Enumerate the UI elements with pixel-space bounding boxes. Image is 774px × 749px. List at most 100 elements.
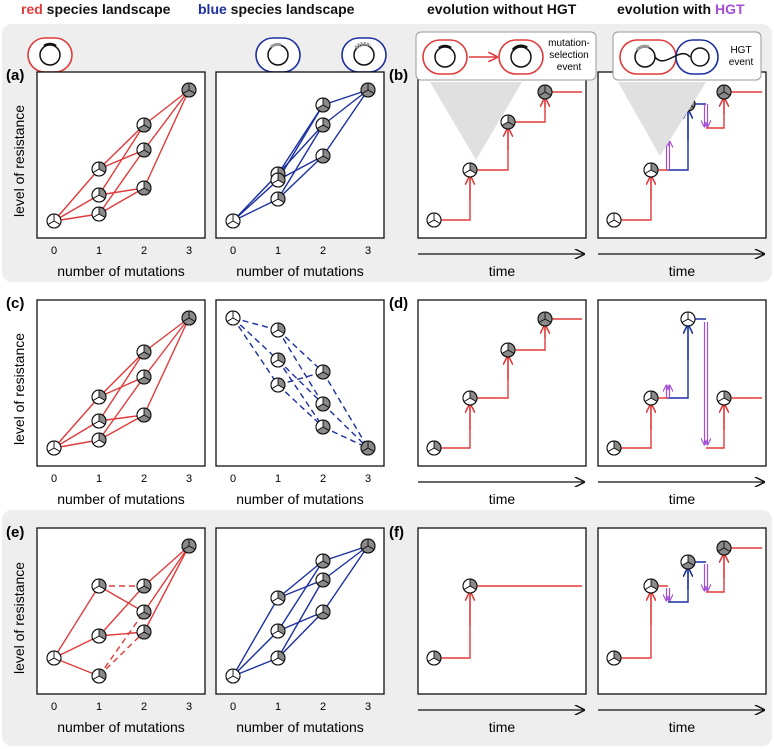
genotype-pie-icon [181, 538, 197, 554]
time-label: time [669, 719, 696, 735]
landscape-edge [98, 631, 145, 677]
landscape-edge [98, 585, 145, 613]
landscape-edge [322, 89, 369, 126]
x-tick-label: 1 [275, 245, 281, 257]
landscape-edge [53, 635, 100, 659]
label-a: (a) [6, 67, 24, 84]
label-d: (d) [389, 295, 408, 312]
genotype-pie-icon [181, 82, 197, 98]
genotype-pie-icon [426, 212, 442, 228]
genotype-pie-icon [91, 206, 107, 222]
landscape-edge [322, 89, 369, 157]
genotype-pie-icon [136, 180, 152, 196]
genotype-pie-icon [136, 369, 152, 385]
svg-text:mutation-: mutation- [548, 38, 590, 49]
landscape-edge [53, 213, 100, 222]
landscape-edge [322, 426, 369, 449]
genotype-pie-icon [680, 554, 696, 570]
header-without-hgt: evolution without HGT [427, 1, 577, 17]
svg-text:event: event [729, 57, 754, 68]
landscape-edge [98, 585, 145, 637]
landscape-edge [143, 545, 190, 613]
ylabel-row1: level of resistance [11, 105, 27, 217]
x-tick-label: 3 [186, 701, 192, 713]
genotype-pie-icon [315, 572, 331, 588]
landscape-edge [277, 579, 324, 659]
genotype-pie-icon [46, 440, 62, 456]
landscape-edge [277, 124, 324, 175]
landscape-edge [53, 657, 100, 677]
landscape-edge [98, 376, 145, 441]
genotype-pie-icon [91, 668, 107, 684]
genotype-pie-icon [225, 213, 241, 229]
x-tick-label: 3 [186, 473, 192, 485]
landscape-edge [322, 403, 369, 449]
landscape-edge [143, 317, 190, 378]
panel-frame [417, 527, 587, 695]
landscape-edge [53, 420, 100, 449]
genotype-pie-icon [606, 212, 622, 228]
landscape-edge [143, 317, 190, 416]
landscape-edge [277, 611, 324, 659]
landscape-edge [277, 359, 324, 428]
landscape-edge [277, 155, 324, 181]
genotype-pie-icon [136, 578, 152, 594]
landscape-edge [53, 168, 100, 222]
landscape-edge [277, 359, 324, 405]
x-tick-label: 2 [141, 473, 147, 485]
genotype-pie-icon [315, 97, 331, 113]
landscape-edge [277, 124, 324, 200]
x-axis-label: number of mutations [57, 491, 185, 507]
x-tick-label: 2 [141, 701, 147, 713]
genotype-pie-icon [91, 578, 107, 594]
landscape-edge [53, 585, 100, 659]
header-red-landscape: red species landscape [21, 1, 171, 17]
hgt-double-arrow-icon [705, 104, 708, 126]
genotype-pie-icon [315, 419, 331, 435]
genotype-pie-icon [716, 540, 732, 556]
genotype-pie-icon [136, 117, 152, 133]
genotype-pie-icon [270, 191, 286, 207]
genotype-pie-icon [537, 84, 553, 100]
blue-plasmid-cell-icon [255, 37, 301, 73]
landscape-edge [143, 317, 190, 353]
genotype-pie-icon [270, 377, 286, 393]
landscape-edge [232, 630, 279, 677]
genotype-pie-icon [716, 390, 732, 406]
landscape-edge [232, 657, 279, 677]
landscape-edge [277, 104, 324, 181]
landscape-edge [98, 414, 145, 441]
genotype-pie-icon [46, 650, 62, 666]
svg-text:selection: selection [549, 50, 588, 61]
landscape-edge [98, 611, 145, 677]
header-with-hgt: evolution with HGT [617, 1, 745, 17]
genotype-pie-icon [270, 623, 286, 639]
genotype-pie-icon [500, 342, 516, 358]
label-f: (f) [389, 524, 404, 541]
x-tick-label: 2 [320, 473, 326, 485]
label-b: (b) [389, 67, 408, 84]
label-c: (c) [6, 295, 24, 312]
landscape-edge [98, 187, 145, 196]
landscape-edge [98, 414, 145, 422]
landscape-edge [98, 351, 145, 422]
landscape-edge [232, 317, 279, 361]
landscape-edge [322, 371, 369, 449]
mutation-selection-legend: mutation- selection event [415, 31, 597, 160]
landscape-edge [98, 351, 145, 398]
landscape-edge [232, 179, 279, 222]
landscape-edge [98, 124, 145, 170]
landscape-edge [143, 89, 190, 126]
x-axis-label: number of mutations [236, 719, 364, 735]
x-tick-label: 0 [230, 701, 236, 713]
landscape-edge [277, 560, 324, 599]
landscape-edge [322, 545, 369, 562]
genotype-pie-icon [462, 162, 478, 178]
x-tick-label: 0 [51, 701, 57, 713]
hgt-double-arrow-icon [705, 322, 708, 444]
hgt-double-arrow-icon [705, 564, 708, 590]
hgt-double-arrow-icon [667, 386, 670, 398]
x-tick-label: 2 [320, 701, 326, 713]
genotype-pie-icon [537, 311, 553, 327]
